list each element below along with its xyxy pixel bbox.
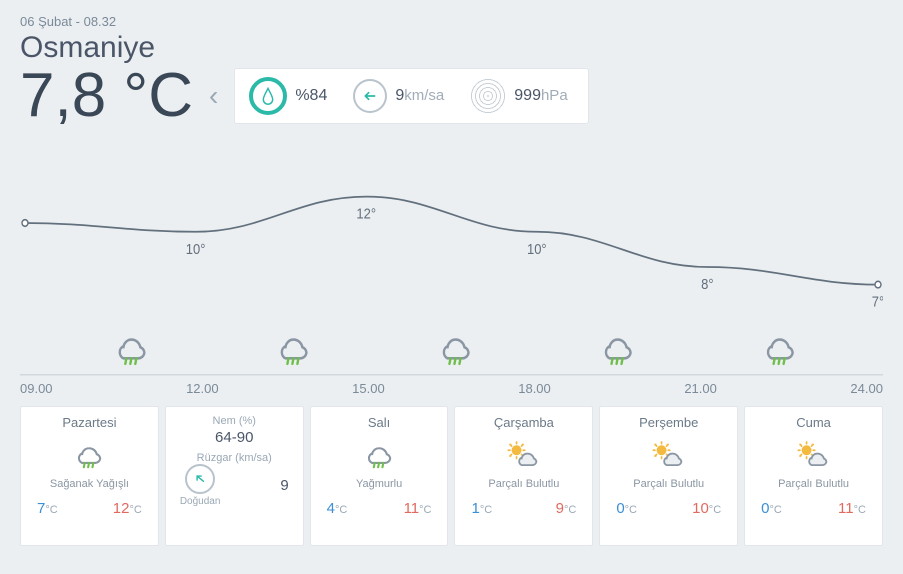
x-tick: 09.00 [20, 381, 53, 396]
condition-label: Yağmurlu [356, 478, 402, 490]
weather-icon [505, 438, 543, 472]
pressure-metric: 999hPa [470, 78, 567, 114]
x-tick: 15.00 [352, 381, 385, 396]
metrics-panel: %84 9km/sa 999hPa [234, 68, 588, 124]
svg-text:7°: 7° [872, 294, 883, 310]
weather-icon [795, 438, 833, 472]
temp-high: 10°C [692, 500, 721, 517]
weather-icon [360, 438, 398, 472]
svg-text:12°: 12° [356, 206, 376, 222]
humidity-ring-icon [249, 77, 287, 115]
x-tick: 24.00 [850, 381, 883, 396]
svg-text:8°: 8° [701, 276, 713, 292]
forecast-card[interactable]: Perşembe Parçalı Bulutlu 0°C 10°C [599, 406, 738, 546]
pressure-unit: hPa [541, 87, 568, 104]
wind-speed-detail: 9 [280, 477, 288, 494]
day-label: Perşembe [639, 415, 698, 430]
city-name: Osmaniye [20, 31, 883, 65]
temp-high: 11°C [838, 500, 866, 517]
temp-low: 7°C [37, 500, 58, 517]
wind-dir-icon [185, 464, 215, 494]
day-label: Salı [368, 415, 390, 430]
datetime: 06 Şubat - 08.32 [20, 14, 883, 29]
temp-low: 4°C [327, 500, 348, 517]
svg-text:10°: 10° [527, 241, 547, 257]
current-temperature: 7,8 °C [20, 65, 193, 127]
humidity-metric: %84 [249, 77, 327, 115]
weather-icon [70, 438, 108, 472]
weather-icon [650, 438, 688, 472]
temp-low: 1°C [471, 500, 492, 517]
pressure-icon [470, 78, 506, 114]
condition-label: Parçalı Bulutlu [778, 478, 849, 490]
temp-low: 0°C [616, 500, 637, 517]
wind-arrow-icon [353, 79, 387, 113]
condition-label: Sağanak Yağışlı [50, 478, 129, 490]
x-tick: 21.00 [684, 381, 717, 396]
humidity-range: 64-90 [215, 429, 253, 446]
wind-speed: 9 [395, 87, 404, 104]
temp-high: 12°C [113, 500, 142, 517]
wind-metric: 9km/sa [353, 79, 444, 113]
svg-text:10°: 10° [186, 241, 206, 257]
temp-high: 9°C [556, 500, 577, 517]
day-label: Cuma [796, 415, 831, 430]
day-label: Çarşamba [494, 415, 554, 430]
chart-x-axis: 09.00 12.00 15.00 18.00 21.00 24.00 [20, 381, 883, 396]
wind-label: Rüzgar (km/sa) [197, 452, 272, 464]
day-label: Pazartesi [62, 415, 116, 430]
hourly-chart: 10° 12° 10° 8° 7° [20, 157, 883, 377]
chevron-left-icon[interactable]: ‹ [207, 80, 220, 112]
forecast-card[interactable]: Çarşamba Parçalı Bulutlu 1°C 9°C [454, 406, 593, 546]
forecast-card[interactable]: Cuma Parçalı Bulutlu 0°C 11°C [744, 406, 883, 546]
wind-unit: km/sa [404, 87, 444, 104]
forecast-cards: Pazartesi Sağanak Yağışlı 7°C 12°C Nem (… [20, 406, 883, 546]
wind-direction: Doğudan [180, 496, 221, 507]
x-tick: 18.00 [518, 381, 551, 396]
humidity-label: Nem (%) [213, 415, 256, 427]
x-tick: 12.00 [186, 381, 219, 396]
temp-high: 11°C [404, 500, 432, 517]
condition-label: Parçalı Bulutlu [633, 478, 704, 490]
pressure-value: 999 [514, 87, 541, 104]
condition-label: Parçalı Bulutlu [488, 478, 559, 490]
forecast-card[interactable]: Pazartesi Sağanak Yağışlı 7°C 12°C [20, 406, 159, 546]
forecast-card[interactable]: Salı Yağmurlu 4°C 11°C [310, 406, 449, 546]
humidity-value: %84 [295, 87, 327, 105]
temp-low: 0°C [761, 500, 782, 517]
detail-card: Nem (%) 64-90 Rüzgar (km/sa) Doğudan 9 [165, 406, 304, 546]
